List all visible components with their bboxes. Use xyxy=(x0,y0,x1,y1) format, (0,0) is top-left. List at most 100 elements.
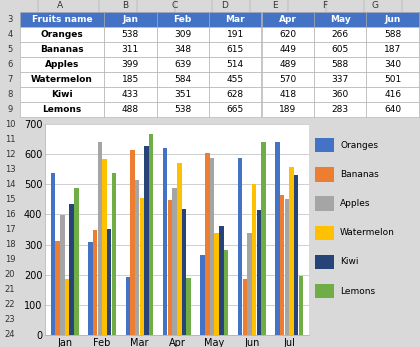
Text: Fruits name: Fruits name xyxy=(32,15,92,24)
Bar xyxy=(97,142,102,335)
Bar xyxy=(262,57,314,72)
Bar xyxy=(209,57,262,72)
Bar xyxy=(209,42,262,57)
Text: 605: 605 xyxy=(332,45,349,54)
Bar xyxy=(419,12,420,27)
Bar xyxy=(149,135,153,335)
Bar xyxy=(215,234,219,335)
Bar xyxy=(210,158,214,335)
Text: 19: 19 xyxy=(5,255,15,264)
Text: 449: 449 xyxy=(279,45,296,54)
Bar xyxy=(104,72,157,87)
Bar xyxy=(209,72,262,87)
Bar xyxy=(157,12,209,27)
Text: 538: 538 xyxy=(122,30,139,39)
Text: 13: 13 xyxy=(5,165,15,174)
Bar xyxy=(172,188,177,335)
Bar xyxy=(289,167,294,335)
Text: 588: 588 xyxy=(384,30,402,39)
Text: 570: 570 xyxy=(279,75,297,84)
Text: 17: 17 xyxy=(5,225,15,234)
Text: 360: 360 xyxy=(332,90,349,99)
Bar xyxy=(102,159,107,335)
Bar xyxy=(186,278,191,335)
Bar xyxy=(163,148,168,335)
Text: Oranges: Oranges xyxy=(41,30,84,39)
Bar xyxy=(419,27,420,42)
Text: 20: 20 xyxy=(5,270,15,279)
Bar xyxy=(315,226,334,240)
Bar xyxy=(419,42,420,57)
Text: 418: 418 xyxy=(279,90,297,99)
Bar xyxy=(299,276,303,335)
Bar xyxy=(126,278,130,335)
Bar xyxy=(157,57,209,72)
Text: E: E xyxy=(272,1,278,10)
Text: 640: 640 xyxy=(384,105,402,114)
Bar xyxy=(419,87,420,102)
Bar xyxy=(294,175,299,335)
Bar xyxy=(200,255,205,335)
Bar xyxy=(205,153,210,335)
Text: 266: 266 xyxy=(332,30,349,39)
Bar xyxy=(280,195,284,335)
Text: 340: 340 xyxy=(384,60,402,69)
Text: 22: 22 xyxy=(5,300,15,309)
Text: 23: 23 xyxy=(5,315,15,324)
Bar xyxy=(262,72,314,87)
Bar xyxy=(367,72,419,87)
Text: Bananas: Bananas xyxy=(340,170,379,179)
Text: 501: 501 xyxy=(384,75,402,84)
Text: 7: 7 xyxy=(7,75,13,84)
Bar xyxy=(261,142,266,335)
Bar xyxy=(20,57,104,72)
Bar xyxy=(367,12,419,27)
Text: 455: 455 xyxy=(227,75,244,84)
Bar xyxy=(20,72,104,87)
Bar xyxy=(419,57,420,72)
Bar xyxy=(93,230,97,335)
Text: F: F xyxy=(323,1,328,10)
Bar xyxy=(219,227,223,335)
Bar xyxy=(262,102,314,117)
Text: 9: 9 xyxy=(8,105,13,114)
Text: 10: 10 xyxy=(5,120,15,129)
Bar xyxy=(419,102,420,117)
Bar xyxy=(104,102,157,117)
Bar xyxy=(112,173,116,335)
Text: 18: 18 xyxy=(5,240,15,249)
Bar xyxy=(157,42,209,57)
Text: Oranges: Oranges xyxy=(340,141,378,150)
Bar xyxy=(20,12,104,27)
Text: 433: 433 xyxy=(122,90,139,99)
Bar xyxy=(157,72,209,87)
Text: 8: 8 xyxy=(7,90,13,99)
Text: Jan: Jan xyxy=(122,15,138,24)
Bar xyxy=(315,167,334,181)
Text: Watermelon: Watermelon xyxy=(340,228,395,237)
Text: 311: 311 xyxy=(122,45,139,54)
Bar xyxy=(315,196,334,211)
Text: 6: 6 xyxy=(7,60,13,69)
Bar xyxy=(314,102,367,117)
Bar xyxy=(243,279,247,335)
Text: B: B xyxy=(122,1,128,10)
Bar xyxy=(177,163,181,335)
Text: 11: 11 xyxy=(5,135,15,144)
Text: 3: 3 xyxy=(7,15,13,24)
Text: 15: 15 xyxy=(5,195,15,204)
Bar xyxy=(262,42,314,57)
Bar xyxy=(419,72,420,87)
Text: 337: 337 xyxy=(332,75,349,84)
Text: 538: 538 xyxy=(174,105,192,114)
Bar xyxy=(209,12,262,27)
Bar xyxy=(314,27,367,42)
Text: Kiwi: Kiwi xyxy=(340,257,359,266)
Bar xyxy=(144,146,149,335)
Bar xyxy=(104,27,157,42)
Text: Apr: Apr xyxy=(279,15,297,24)
Text: 514: 514 xyxy=(227,60,244,69)
Bar xyxy=(20,102,104,117)
Bar xyxy=(367,27,419,42)
Bar xyxy=(262,87,314,102)
